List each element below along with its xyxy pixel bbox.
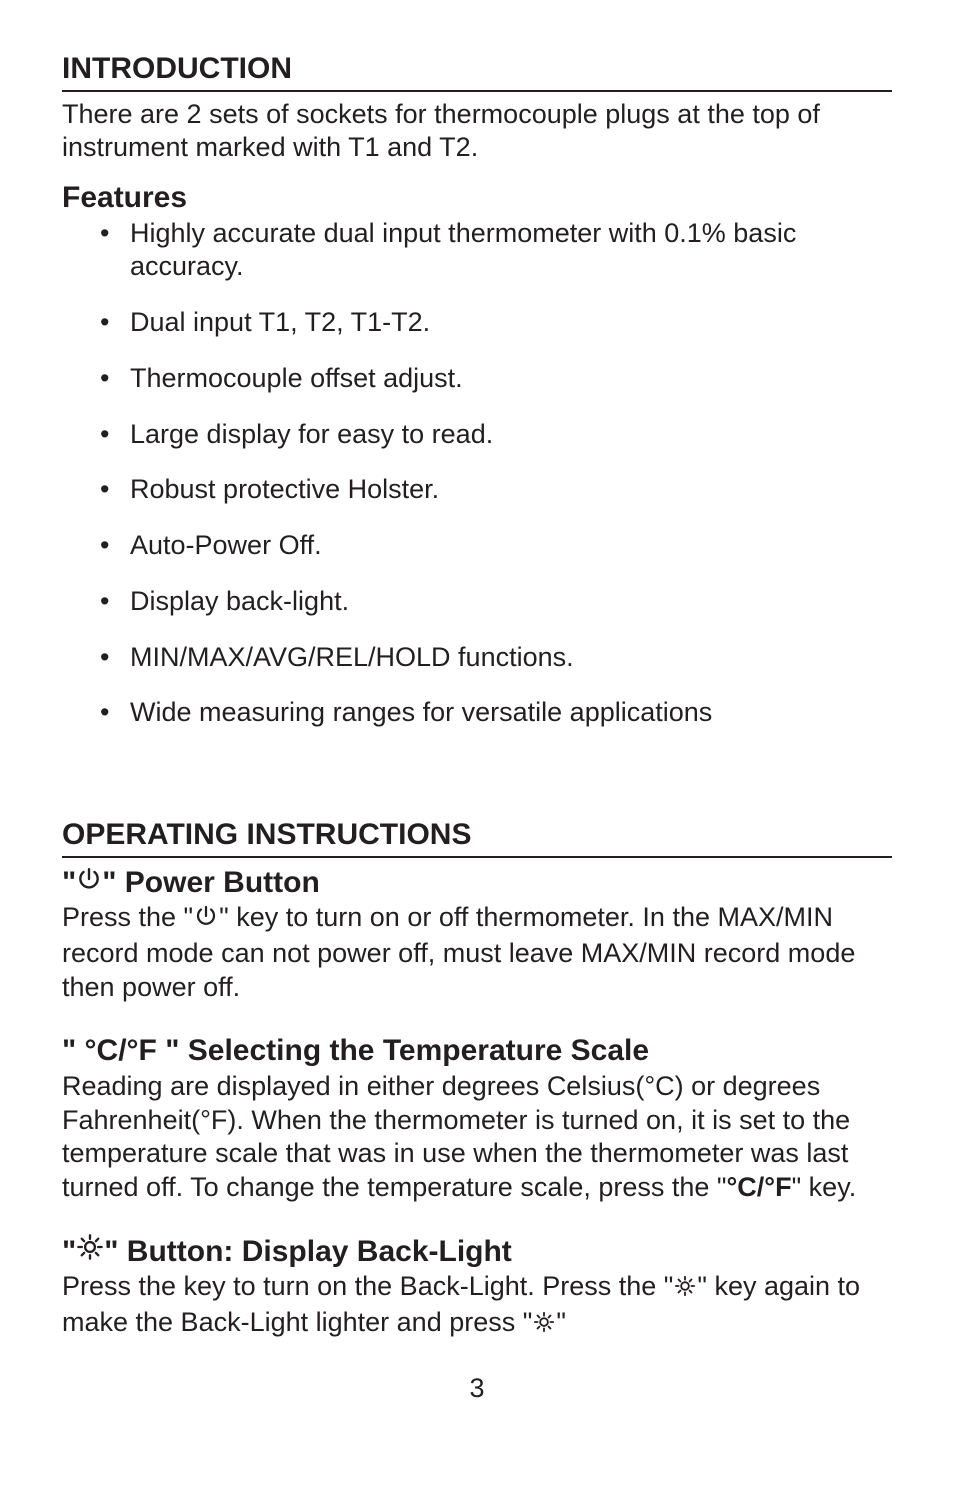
power-button-heading: " " Power Button xyxy=(62,864,892,902)
power-icon xyxy=(76,864,102,902)
list-item: Robust protective Holster. xyxy=(100,473,892,507)
body-text: Press the " xyxy=(62,902,193,932)
backlight-body: Press the key to turn on the Back-Light.… xyxy=(62,1270,892,1342)
list-item: Thermocouple offset adjust. xyxy=(100,362,892,396)
backlight-icon xyxy=(76,1233,104,1271)
list-item: Display back-light. xyxy=(100,585,892,619)
body-text: " xyxy=(556,1307,566,1337)
list-item: Large display for easy to read. xyxy=(100,418,892,452)
backlight-icon xyxy=(674,1272,696,1306)
heading-text: " Button: Display Back-Light xyxy=(104,1233,512,1271)
backlight-heading: " " Button: Display Back-Light xyxy=(62,1233,892,1271)
section-title-introduction: INTRODUCTION xyxy=(62,50,892,92)
power-icon xyxy=(194,903,218,937)
backlight-icon xyxy=(533,1308,555,1342)
heading-text: " xyxy=(62,1233,76,1271)
features-list: Highly accurate dual input thermometer w… xyxy=(100,217,892,731)
body-text: Press the key to turn on the Back-Light.… xyxy=(62,1271,673,1301)
list-item: Dual input T1, T2, T1-T2. xyxy=(100,306,892,340)
power-button-body: Press the "" key to turn on or off therm… xyxy=(62,901,892,1004)
list-item: Wide measuring ranges for versatile appl… xyxy=(100,696,892,730)
temp-scale-body: Reading are displayed in either degrees … xyxy=(62,1070,892,1205)
heading-text: " xyxy=(62,864,76,902)
body-bold: °C/°F xyxy=(727,1172,792,1202)
temp-scale-heading: " °C/°F " Selecting the Temperature Scal… xyxy=(62,1032,892,1070)
list-item: Auto-Power Off. xyxy=(100,529,892,563)
page-number: 3 xyxy=(62,1372,892,1406)
list-item: Highly accurate dual input thermometer w… xyxy=(100,217,892,285)
features-heading: Features xyxy=(62,179,892,217)
heading-text: " Power Button xyxy=(102,864,320,902)
body-text: " key. xyxy=(792,1172,857,1202)
section-title-operating: OPERATING INSTRUCTIONS xyxy=(62,816,892,858)
intro-body: There are 2 sets of sockets for thermoco… xyxy=(62,98,892,166)
list-item: MIN/MAX/AVG/REL/HOLD functions. xyxy=(100,641,892,675)
